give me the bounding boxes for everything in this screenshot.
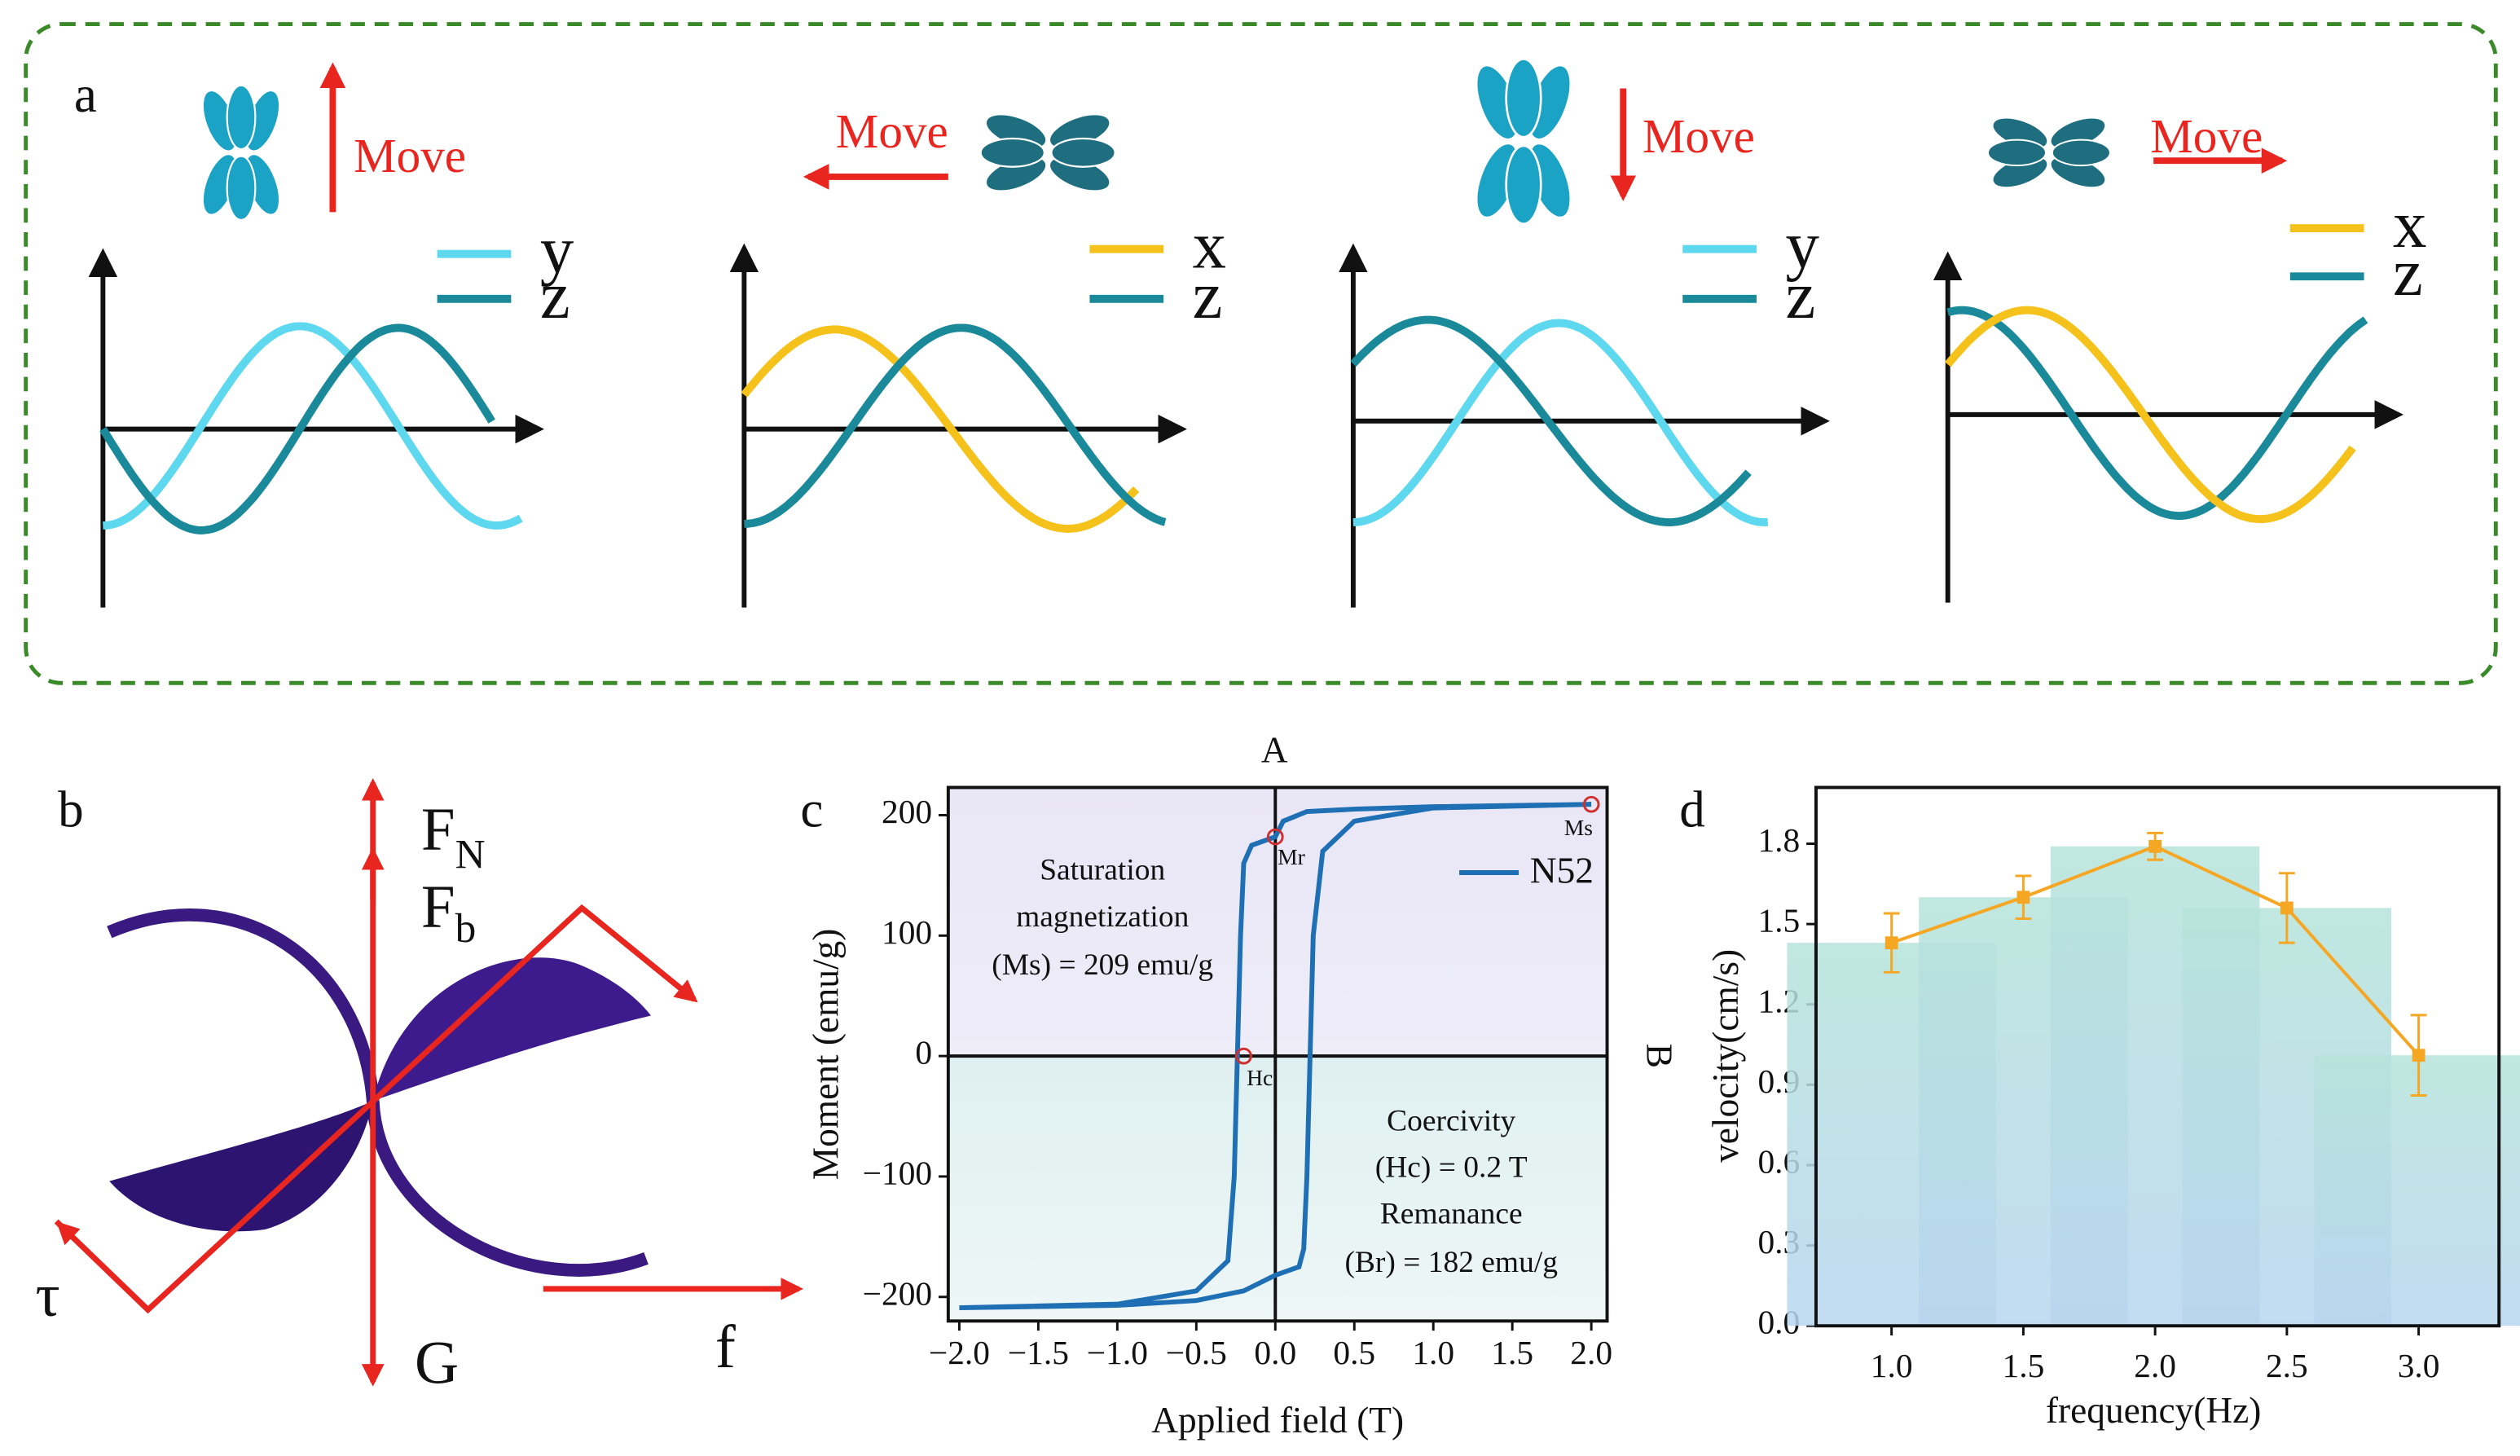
robot-diagram bbox=[54, 778, 803, 1387]
annotation: (Br) = 182 emu/g bbox=[1344, 1246, 1558, 1279]
wave bbox=[99, 323, 495, 534]
petal bbox=[2051, 139, 2111, 167]
annotation: Saturation bbox=[1040, 854, 1165, 887]
annotation: Coercivity bbox=[1387, 1104, 1515, 1137]
move-label: Move bbox=[836, 104, 948, 158]
wave bbox=[1944, 306, 2356, 524]
x-tick-label: −1.5 bbox=[1008, 1334, 1069, 1371]
force-label: FN bbox=[421, 796, 486, 878]
torque-label: τ bbox=[36, 1262, 60, 1330]
key-point bbox=[1266, 828, 1284, 846]
label-sub: N bbox=[455, 831, 486, 878]
y-axis-label: velocity(cm/s) bbox=[1705, 949, 1746, 1163]
y-tick-label: −200 bbox=[863, 1274, 932, 1312]
move-label: Move bbox=[354, 129, 466, 183]
x-tick-label: 1.0 bbox=[1871, 1347, 1913, 1384]
legend-label: z bbox=[2393, 235, 2423, 310]
robot-icon bbox=[1987, 117, 2111, 189]
y-axis-label: Moment (emu/g) bbox=[805, 929, 846, 1181]
plot-frame bbox=[946, 785, 1609, 1323]
marker bbox=[2412, 1049, 2425, 1062]
key-point bbox=[1235, 1047, 1252, 1065]
x-tick-label: 3.0 bbox=[2398, 1347, 2440, 1384]
y-tick-label: −100 bbox=[863, 1154, 932, 1191]
legend-label: x bbox=[1193, 208, 1226, 283]
x-tick-label: 1.5 bbox=[1491, 1334, 1533, 1371]
key-point-label: Ms bbox=[1564, 815, 1593, 840]
y-tick-label: 100 bbox=[882, 913, 932, 951]
legend-label: z bbox=[540, 257, 570, 332]
friction-label: f bbox=[715, 1313, 736, 1381]
x-tick-label: 0.0 bbox=[1254, 1334, 1296, 1371]
plot-frame bbox=[1814, 785, 2501, 1328]
x-tick-label: −2.0 bbox=[929, 1334, 990, 1371]
wave bbox=[744, 323, 1167, 528]
robot-icon bbox=[979, 113, 1116, 192]
wave bbox=[1350, 315, 1752, 526]
chart-title: A bbox=[1261, 729, 1288, 770]
annotation: (Hc) = 0.2 T bbox=[1375, 1151, 1528, 1185]
legend-label: y bbox=[540, 213, 574, 288]
force-label: Fb bbox=[421, 873, 476, 952]
legend-label: y bbox=[1785, 208, 1819, 283]
gravity-label: G bbox=[415, 1330, 459, 1397]
x-tick-label: −0.5 bbox=[1166, 1334, 1227, 1371]
y-tick-label: 1.8 bbox=[1757, 821, 1800, 859]
panel-label: c bbox=[800, 781, 823, 838]
wave bbox=[1352, 319, 1769, 526]
x-tick-label: −1.0 bbox=[1087, 1334, 1148, 1371]
x-tick-label: 1.0 bbox=[1412, 1334, 1454, 1371]
robot-icon bbox=[201, 84, 281, 221]
annotation: (Ms) = 209 emu/g bbox=[992, 948, 1213, 982]
marker bbox=[1885, 936, 1898, 950]
wave bbox=[103, 322, 523, 530]
panel-label: a bbox=[74, 66, 97, 123]
annotation: Remanance bbox=[1380, 1198, 1523, 1231]
y-tick-label: 1.5 bbox=[1757, 902, 1800, 939]
annotation: magnetization bbox=[1016, 900, 1190, 934]
panel-label: d bbox=[1679, 781, 1705, 838]
robot-icon bbox=[1475, 58, 1572, 226]
wave bbox=[1946, 306, 2368, 521]
plot-bg-bottom bbox=[948, 1056, 1607, 1322]
petal bbox=[1050, 137, 1116, 168]
x-axis-label: frequency(Hz) bbox=[2046, 1390, 2261, 1431]
panel-a-frame bbox=[24, 22, 2498, 685]
wave bbox=[741, 325, 1140, 533]
label-base: F bbox=[421, 873, 455, 941]
x-tick-label: 2.0 bbox=[1570, 1334, 1612, 1371]
bar bbox=[2314, 1055, 2520, 1326]
move-label: Move bbox=[2150, 109, 2263, 163]
label-sub: b bbox=[455, 905, 477, 952]
x-tick-label: 2.0 bbox=[2134, 1347, 2176, 1384]
x-tick-label: 1.5 bbox=[2003, 1347, 2045, 1384]
y-tick-label: 200 bbox=[882, 793, 932, 830]
move-label: Move bbox=[1643, 109, 1755, 163]
petal bbox=[226, 155, 257, 221]
hysteresis-line bbox=[959, 802, 1592, 1311]
marker bbox=[2016, 891, 2030, 904]
label-base: F bbox=[421, 796, 455, 864]
key-point bbox=[1582, 795, 1600, 813]
petal bbox=[1505, 144, 1542, 226]
x-axis-label: Applied field (T) bbox=[1151, 1400, 1404, 1441]
marker bbox=[2280, 901, 2294, 915]
key-point-label: Mr bbox=[1278, 844, 1305, 869]
legend-label: x bbox=[2393, 187, 2426, 262]
petal bbox=[226, 84, 257, 151]
petal bbox=[979, 137, 1045, 168]
marker bbox=[2148, 839, 2162, 853]
x-tick-label: 0.5 bbox=[1333, 1334, 1375, 1371]
panel-label: b bbox=[58, 781, 84, 838]
petal bbox=[1987, 139, 2047, 167]
legend-label: N52 bbox=[1530, 850, 1594, 891]
legend-label: z bbox=[1193, 257, 1223, 332]
x-tick-label: 2.5 bbox=[2266, 1347, 2308, 1384]
key-point-label: Hc bbox=[1247, 1065, 1273, 1090]
legend-label: z bbox=[1785, 257, 1815, 332]
right-label: B bbox=[1638, 1044, 1679, 1068]
petal bbox=[1505, 58, 1542, 139]
y-tick-label: 0 bbox=[915, 1034, 932, 1071]
